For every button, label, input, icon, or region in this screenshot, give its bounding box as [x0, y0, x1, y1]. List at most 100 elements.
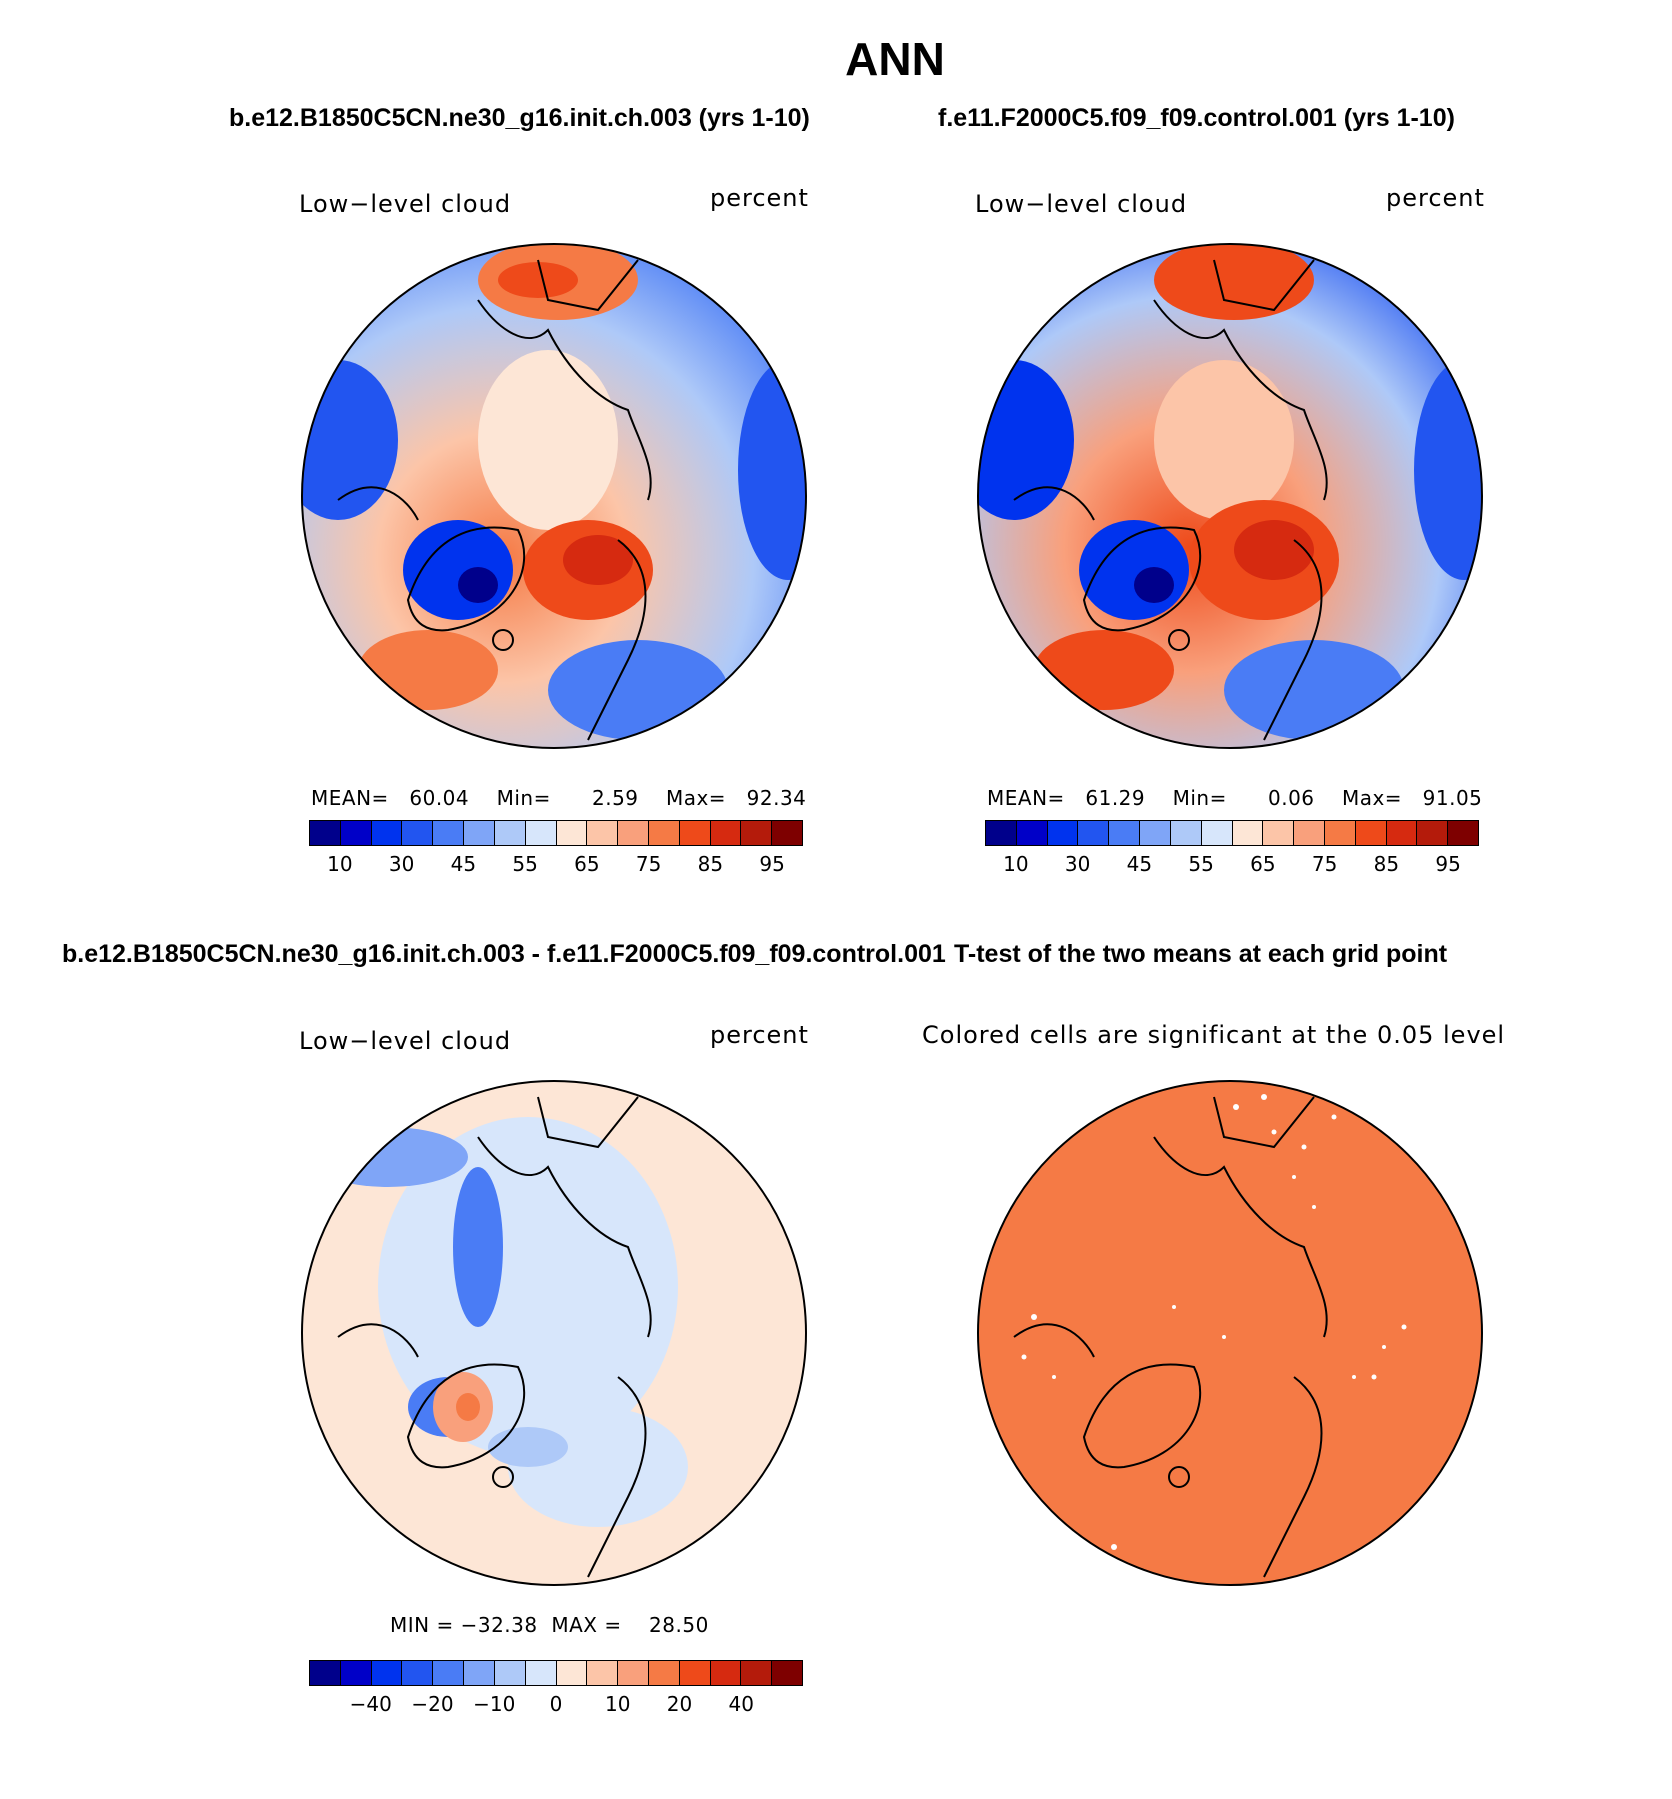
mean-value: 60.04: [409, 786, 470, 810]
stats-top-right: MEAN= 61.29 Min= 0.06 Max= 91.05: [987, 786, 1482, 810]
polar-map-top-right: [977, 243, 1483, 749]
colorbar-swatch: [464, 1661, 495, 1685]
colorbar-swatch: [1263, 821, 1295, 845]
colorbar-swatch: [340, 821, 372, 845]
colorbar-tick-label: 40: [728, 1692, 754, 1716]
polar-map-bottom-left: [301, 1080, 807, 1586]
colorbar-swatch: [371, 1661, 403, 1685]
colorbar-swatch: [1417, 821, 1449, 845]
colorbar-tick-label: 30: [388, 852, 415, 876]
units-label-top-left: percent: [710, 184, 809, 212]
polar-map-bottom-right: [977, 1080, 1483, 1586]
colorbar-swatch: [741, 821, 773, 845]
colorbar-tick-label: 10: [605, 1692, 631, 1716]
colorbar-tick-label: 10: [1003, 852, 1029, 876]
colorbar-swatch: [402, 821, 434, 845]
colorbar-swatch: [648, 1661, 680, 1685]
colorbar-swatch: [1170, 821, 1202, 845]
colorbar-swatch: [772, 1661, 802, 1685]
colorbar-swatch: [587, 1661, 619, 1685]
colorbar-swatch: [1232, 821, 1264, 845]
colorbar-swatch: [1140, 821, 1171, 845]
colorbar-ticks-bottom-left: −40 −20 −10 0 10 20 40: [309, 1692, 803, 1722]
colorbar-swatch: [494, 1661, 526, 1685]
colorbar-tick-label: −10: [473, 1692, 516, 1716]
colorbar-swatch: [1324, 821, 1356, 845]
colorbar-swatch: [772, 821, 802, 845]
colorbar-tick-label: 65: [1250, 852, 1276, 876]
colorbar-swatch: [1386, 821, 1418, 845]
colorbar-swatch: [710, 1661, 742, 1685]
max-value: 92.34: [746, 786, 807, 810]
colorbar-swatch: [371, 821, 403, 845]
panel-title-top-right: f.e11.F2000C5.f09_f09.control.001 (yrs 1…: [938, 104, 1455, 132]
panel-title-bottom-right: T-test of the two means at each grid poi…: [954, 940, 1448, 968]
colorbar-tick-label: 55: [1188, 852, 1214, 876]
colorbar-swatch: [556, 1661, 588, 1685]
colorbar-tick-label: 30: [1064, 852, 1091, 876]
units-label-top-right: percent: [1386, 184, 1485, 212]
min-label: Min=: [1172, 786, 1227, 810]
colorbar-tick-label: 45: [1126, 852, 1153, 876]
colorbar-tick-label: 20: [666, 1692, 693, 1716]
subtitle-bottom-right: Colored cells are significant at the 0.0…: [922, 1021, 1506, 1049]
colorbar-ticks-top-right: 10 30 45 55 65 75 85 95: [985, 852, 1479, 882]
colorbar-tick-label: 85: [1373, 852, 1400, 876]
colorbar-tick-label: 45: [450, 852, 477, 876]
max-label: Max=: [1341, 786, 1403, 810]
mean-label: MEAN=: [987, 786, 1065, 810]
colorbar-swatch: [433, 821, 465, 845]
variable-label-top-right: Low−level cloud: [975, 190, 1188, 218]
main-title: ANN: [845, 33, 945, 85]
max-value: 28.50: [649, 1613, 709, 1637]
colorbar-swatch: [433, 1661, 465, 1685]
colorbar-tick-label: 85: [697, 852, 724, 876]
colorbar-swatch: [525, 821, 557, 845]
colorbar-swatch: [310, 1661, 341, 1685]
colorbar-swatch: [556, 821, 588, 845]
min-value: −32.38: [460, 1613, 538, 1637]
colorbar-swatch: [1109, 821, 1141, 845]
colorbar-swatch: [494, 821, 526, 845]
mean-label: MEAN=: [311, 786, 389, 810]
stats-bottom-left: MIN = −32.38 MAX = 28.50: [390, 1613, 709, 1637]
colorbar-swatch: [402, 1661, 434, 1685]
colorbar-swatch: [618, 821, 649, 845]
colorbar-swatch: [525, 1661, 557, 1685]
colorbar-tick-label: 65: [574, 852, 600, 876]
min-label: Min=: [496, 786, 551, 810]
panel-title-top-left: b.e12.B1850C5CN.ne30_g16.init.ch.003 (yr…: [229, 104, 810, 132]
colorbar-swatch: [1355, 821, 1387, 845]
colorbar-tick-label: 55: [512, 852, 538, 876]
colorbar-swatch: [1078, 821, 1110, 845]
colorbar-swatch: [618, 1661, 649, 1685]
colorbar-tick-label: 0: [549, 1692, 563, 1716]
colorbar-swatch: [710, 821, 742, 845]
colorbar-swatch: [587, 821, 619, 845]
colorbar-tick-label: −20: [411, 1692, 454, 1716]
colorbar-top-left: [309, 820, 803, 846]
colorbar-swatch: [1016, 821, 1048, 845]
units-label-bottom-left: percent: [710, 1021, 809, 1049]
max-label: MAX =: [551, 1613, 622, 1637]
polar-map-top-left: [301, 243, 807, 749]
variable-label-top-left: Low−level cloud: [299, 190, 512, 218]
colorbar-ticks-top-left: 10 30 45 55 65 75 85 95: [309, 852, 803, 882]
colorbar-swatch: [648, 821, 680, 845]
colorbar-tick-label: 10: [327, 852, 353, 876]
colorbar-swatch: [310, 821, 341, 845]
colorbar-swatch: [679, 1661, 711, 1685]
colorbar-swatch: [741, 1661, 773, 1685]
max-label: Max=: [665, 786, 727, 810]
colorbar-tick-label: 75: [1311, 852, 1338, 876]
colorbar-tick-label: 75: [635, 852, 662, 876]
colorbar-swatch: [340, 1661, 372, 1685]
colorbar-top-right: [985, 820, 1479, 846]
colorbar-swatch: [1294, 821, 1325, 845]
colorbar-swatch: [986, 821, 1017, 845]
min-value: 2.59: [591, 786, 639, 810]
colorbar-tick-label: −40: [349, 1692, 392, 1716]
colorbar-swatch: [679, 821, 711, 845]
panel-title-bottom-left: b.e12.B1850C5CN.ne30_g16.init.ch.003 - f…: [62, 940, 946, 968]
mean-value: 61.29: [1085, 786, 1146, 810]
